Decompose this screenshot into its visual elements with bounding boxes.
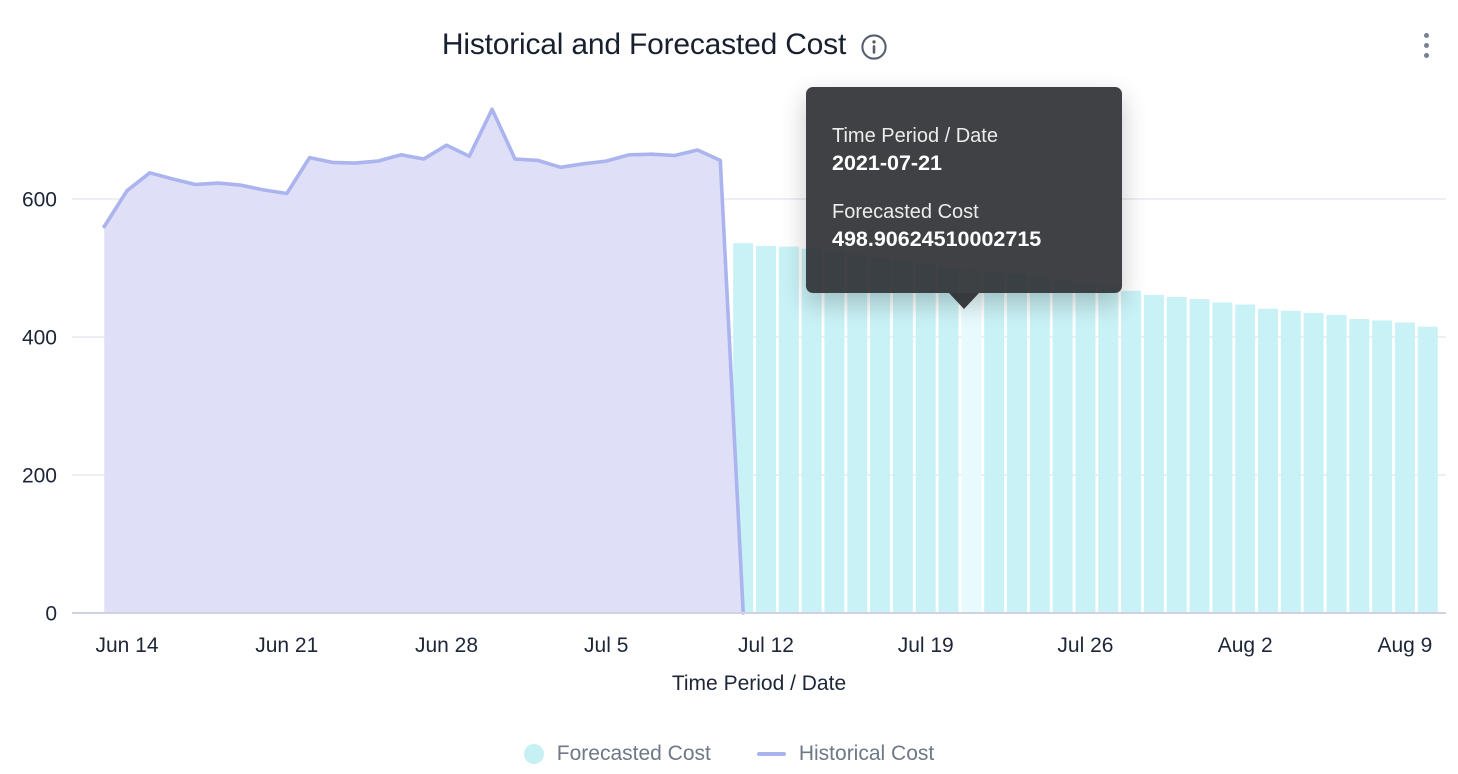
- tooltip-x-value: 2021-07-21: [832, 151, 942, 175]
- tooltip-series-value: 498.90624510002715: [832, 227, 1042, 251]
- x-tick-label: Jun 28: [415, 634, 478, 657]
- chart-title: Historical and Forecasted Cost: [441, 28, 847, 61]
- x-tick-label: Aug 2: [1218, 634, 1273, 657]
- forecast-bar-2021-07-30[interactable]: [1166, 296, 1187, 613]
- tooltip-x-label: Time Period / Date: [832, 125, 998, 147]
- forecast-bar-2021-07-25[interactable]: [1052, 279, 1073, 613]
- tooltip-series-block: Forecasted Cost 498.90624510002715: [832, 200, 1096, 254]
- legend-label: Forecasted Cost: [556, 742, 711, 765]
- forecast-bar-2021-07-26[interactable]: [1075, 283, 1096, 613]
- y-tick-label: 400: [22, 327, 57, 350]
- tooltip-date-block: Time Period / Date 2021-07-21: [832, 124, 1096, 178]
- forecast-bar-2021-07-31[interactable]: [1189, 299, 1210, 613]
- historical-swatch-icon: [756, 752, 786, 756]
- chart-header: Historical and Forecasted Cost: [0, 22, 1330, 68]
- x-tick-label: Jun 21: [255, 634, 318, 657]
- tooltip-arrow: [949, 293, 979, 309]
- legend-item-historical-cost[interactable]: Historical Cost: [756, 742, 935, 766]
- forecast-bar-2021-07-28[interactable]: [1121, 290, 1142, 613]
- forecast-bar-2021-08-05[interactable]: [1303, 312, 1324, 613]
- forecast-bar-2021-07-24[interactable]: [1029, 276, 1050, 613]
- forecast-bar-2021-08-04[interactable]: [1280, 310, 1301, 613]
- info-icon[interactable]: [860, 33, 888, 61]
- historical-area[interactable]: [104, 109, 744, 614]
- legend-item-forecasted-cost[interactable]: Forecasted Cost: [523, 742, 711, 766]
- forecast-bar-2021-08-10[interactable]: [1417, 326, 1438, 613]
- y-tick-label: 200: [22, 465, 57, 488]
- forecast-bar-2021-08-07[interactable]: [1349, 319, 1370, 613]
- kebab-dot: [1423, 42, 1429, 48]
- legend-label: Historical Cost: [798, 742, 935, 765]
- y-tick-label: 0: [45, 603, 57, 626]
- forecast-bar-2021-07-18[interactable]: [892, 261, 913, 613]
- forecast-bar-2021-08-03[interactable]: [1258, 308, 1279, 613]
- kebab-dot: [1423, 32, 1429, 38]
- y-tick-label: 600: [22, 189, 57, 212]
- x-tick-label: Aug 9: [1377, 634, 1432, 657]
- forecast-bar-2021-07-16[interactable]: [847, 254, 868, 613]
- forecast-bar-2021-08-06[interactable]: [1326, 314, 1347, 613]
- x-tick-label: Jul 12: [738, 634, 794, 657]
- forecast-bar-2021-07-17[interactable]: [870, 258, 891, 613]
- chart-tooltip: Time Period / Date 2021-07-21 Forecasted…: [806, 87, 1122, 309]
- forecast-bar-2021-07-23[interactable]: [1007, 274, 1027, 613]
- historical-line[interactable]: [102, 107, 746, 615]
- forecast-bar-2021-07-14[interactable]: [801, 248, 822, 613]
- x-tick-label: Jul 19: [898, 634, 954, 657]
- kebab-menu-icon[interactable]: [1414, 28, 1438, 62]
- chart-legend: Forecasted Cost Historical Cost: [0, 741, 1458, 767]
- forecast-bar-2021-08-08[interactable]: [1372, 320, 1393, 613]
- x-tick-label: Jun 14: [95, 634, 158, 657]
- x-tick-label: Jul 26: [1057, 634, 1113, 657]
- forecast-bar-2021-07-27[interactable]: [1098, 286, 1119, 613]
- forecast-bar-2021-07-22[interactable]: [984, 271, 1005, 613]
- x-tick-label: Jul 5: [584, 634, 628, 657]
- forecast-bar-2021-07-13[interactable]: [778, 246, 799, 614]
- kebab-dot: [1423, 52, 1429, 58]
- forecast-swatch-icon: [523, 744, 544, 764]
- forecast-bar-2021-07-20[interactable]: [938, 266, 959, 613]
- forecast-bar-2021-07-29[interactable]: [1143, 294, 1164, 613]
- forecast-bar-2021-07-12[interactable]: [755, 245, 776, 614]
- forecast-bar-2021-08-02[interactable]: [1235, 304, 1256, 613]
- forecast-bar-2021-07-21[interactable]: [961, 268, 982, 613]
- x-axis-title: Time Period / Date: [671, 672, 847, 695]
- forecast-bar-2021-07-19[interactable]: [915, 263, 936, 613]
- tooltip-series-label: Forecasted Cost: [832, 201, 979, 223]
- forecast-bar-2021-08-01[interactable]: [1212, 302, 1233, 614]
- forecast-bar-2021-07-15[interactable]: [824, 251, 845, 613]
- forecast-bar-2021-08-09[interactable]: [1394, 322, 1415, 613]
